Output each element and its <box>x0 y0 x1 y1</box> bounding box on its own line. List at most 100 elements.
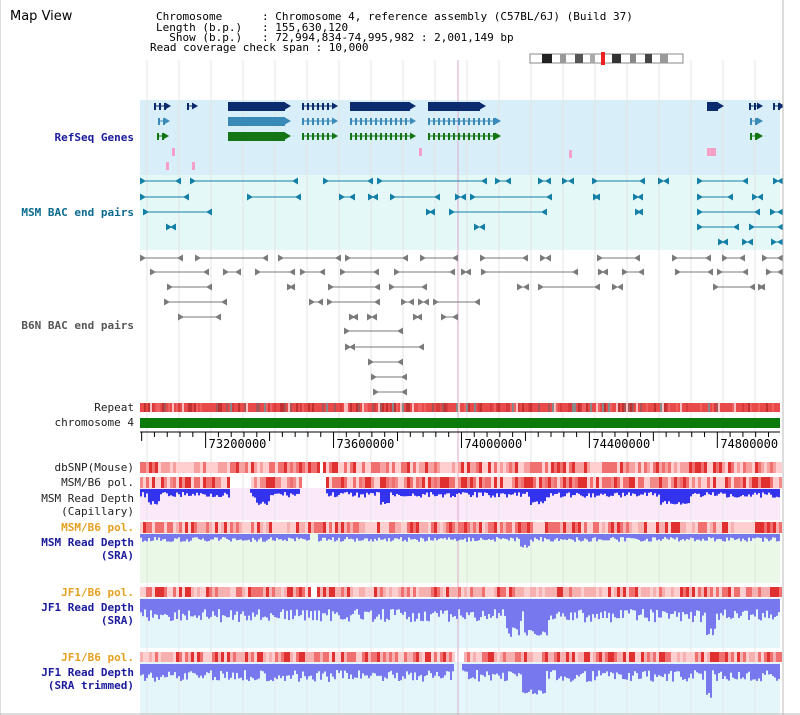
depth-bar <box>368 599 370 613</box>
heat-cell <box>152 477 155 488</box>
arrow-right-glyph <box>697 193 703 201</box>
track-label-msm-depth-sra[interactable]: MSM Read Depth (SRA) <box>41 536 134 562</box>
heat-cell <box>677 522 680 533</box>
repeat-segment <box>750 403 752 412</box>
gene-exon <box>157 133 159 140</box>
depth-bar <box>698 664 700 674</box>
depth-bar <box>430 489 432 493</box>
depth-bar <box>394 664 396 679</box>
depth-bar <box>344 599 346 620</box>
heat-cell <box>674 522 677 533</box>
depth-bar <box>596 534 598 542</box>
gene-exon <box>433 118 435 125</box>
track-label-msm-depth-capillary[interactable]: MSM Read Depth (Capillary) <box>41 492 134 518</box>
heat-cell <box>482 522 485 533</box>
heat-cell <box>176 652 179 662</box>
depth-bar <box>278 599 280 619</box>
heat-cell <box>143 462 146 473</box>
depth-bar <box>206 664 208 673</box>
heat-cell <box>719 652 722 662</box>
heat-cell <box>452 522 455 533</box>
depth-bar <box>608 489 610 497</box>
depth-bar <box>164 599 166 614</box>
gene-exon <box>312 133 314 140</box>
heat-cell <box>647 522 650 533</box>
depth-bar <box>268 489 270 502</box>
repeat-segment <box>290 403 292 412</box>
depth-bar <box>336 489 338 497</box>
track-label-jf1-depth-sra[interactable]: JF1 Read Depth (SRA) <box>41 601 134 627</box>
heat-cell <box>176 522 179 533</box>
heat-cell <box>716 522 719 533</box>
heat-cell <box>614 652 617 662</box>
depth-bar <box>198 534 200 540</box>
depth-bar <box>498 489 500 498</box>
depth-bar <box>768 664 770 675</box>
depth-bar <box>768 599 770 619</box>
header-show: Show (b.p.) : 72,994,834-74,995,982 : 2,… <box>156 32 513 43</box>
heat-cell <box>287 587 290 597</box>
depth-bar <box>418 489 420 496</box>
heat-cell <box>599 652 602 662</box>
repeat-segment <box>406 403 408 412</box>
heat-cell <box>506 587 509 597</box>
depth-bar <box>142 664 144 675</box>
track-label-msm-b6-pol-1[interactable]: MSM/B6 pol. <box>61 476 134 489</box>
arrow-left-glyph <box>638 268 644 276</box>
heat-cell <box>398 652 401 662</box>
depth-bar <box>258 489 260 505</box>
track-label-refseq[interactable]: RefSeq Genes <box>54 131 134 144</box>
depth-bar <box>676 534 678 538</box>
depth-bar <box>460 534 462 540</box>
depth-bar <box>464 534 466 539</box>
heat-cell <box>689 522 692 533</box>
arrow-right-glyph <box>766 268 772 276</box>
heat-cell <box>587 462 590 473</box>
track-label-chromosome[interactable]: chromosome 4 <box>54 416 134 429</box>
track-label-dbsnp[interactable]: dbSNP(Mouse) <box>54 461 134 474</box>
depth-bar <box>632 489 634 494</box>
track-label-jf1-b6-pol-2[interactable]: JF1/B6 pol. <box>61 651 134 664</box>
depth-bar <box>736 489 738 498</box>
heat-cell <box>731 587 734 597</box>
heat-cell <box>365 587 368 597</box>
track-label-b6n-bac[interactable]: B6N BAC end pairs <box>21 319 134 332</box>
repeat-segment <box>506 403 508 412</box>
depth-bar <box>376 599 378 617</box>
depth-bar <box>516 489 518 496</box>
heat-cell <box>311 462 314 473</box>
repeat-segment <box>340 403 342 412</box>
depth-bar <box>352 664 354 680</box>
track-label-jf1-depth-trim[interactable]: JF1 Read Depth (SRA trimmed) <box>41 666 134 692</box>
depth-bar <box>174 664 176 673</box>
heat-cell <box>758 522 761 533</box>
arrow-right-glyph <box>697 177 703 185</box>
depth-bar <box>270 599 272 614</box>
depth-bar <box>326 534 328 541</box>
heat-cell <box>473 587 476 597</box>
heat-cell <box>458 477 461 488</box>
gene-exon <box>375 118 377 125</box>
depth-bar <box>668 664 670 674</box>
heat-cell <box>671 462 674 473</box>
depth-bar <box>760 664 762 682</box>
heat-cell <box>287 462 290 473</box>
repeat-segment <box>364 403 366 412</box>
track-label-jf1-b6-pol-1[interactable]: JF1/B6 pol. <box>61 586 134 599</box>
heat-cell <box>404 587 407 597</box>
depth-bar <box>672 534 674 539</box>
heat-cell <box>584 477 587 488</box>
arrow-right-glyph <box>345 254 351 262</box>
depth-bar <box>180 534 182 542</box>
track-label-msm-bac[interactable]: MSM BAC end pairs <box>21 206 134 219</box>
heat-cell <box>611 477 614 488</box>
depth-bar <box>652 534 654 538</box>
heat-cell <box>140 652 143 662</box>
depth-bar <box>312 599 314 621</box>
track-label-msm-b6-pol-2[interactable]: MSM/B6 pol. <box>61 521 134 534</box>
track-label-repeat[interactable]: Repeat <box>94 401 134 414</box>
depth-bar <box>292 489 294 495</box>
arrow-left-glyph <box>235 268 241 276</box>
depth-bar <box>450 534 452 540</box>
depth-bar <box>362 534 364 541</box>
